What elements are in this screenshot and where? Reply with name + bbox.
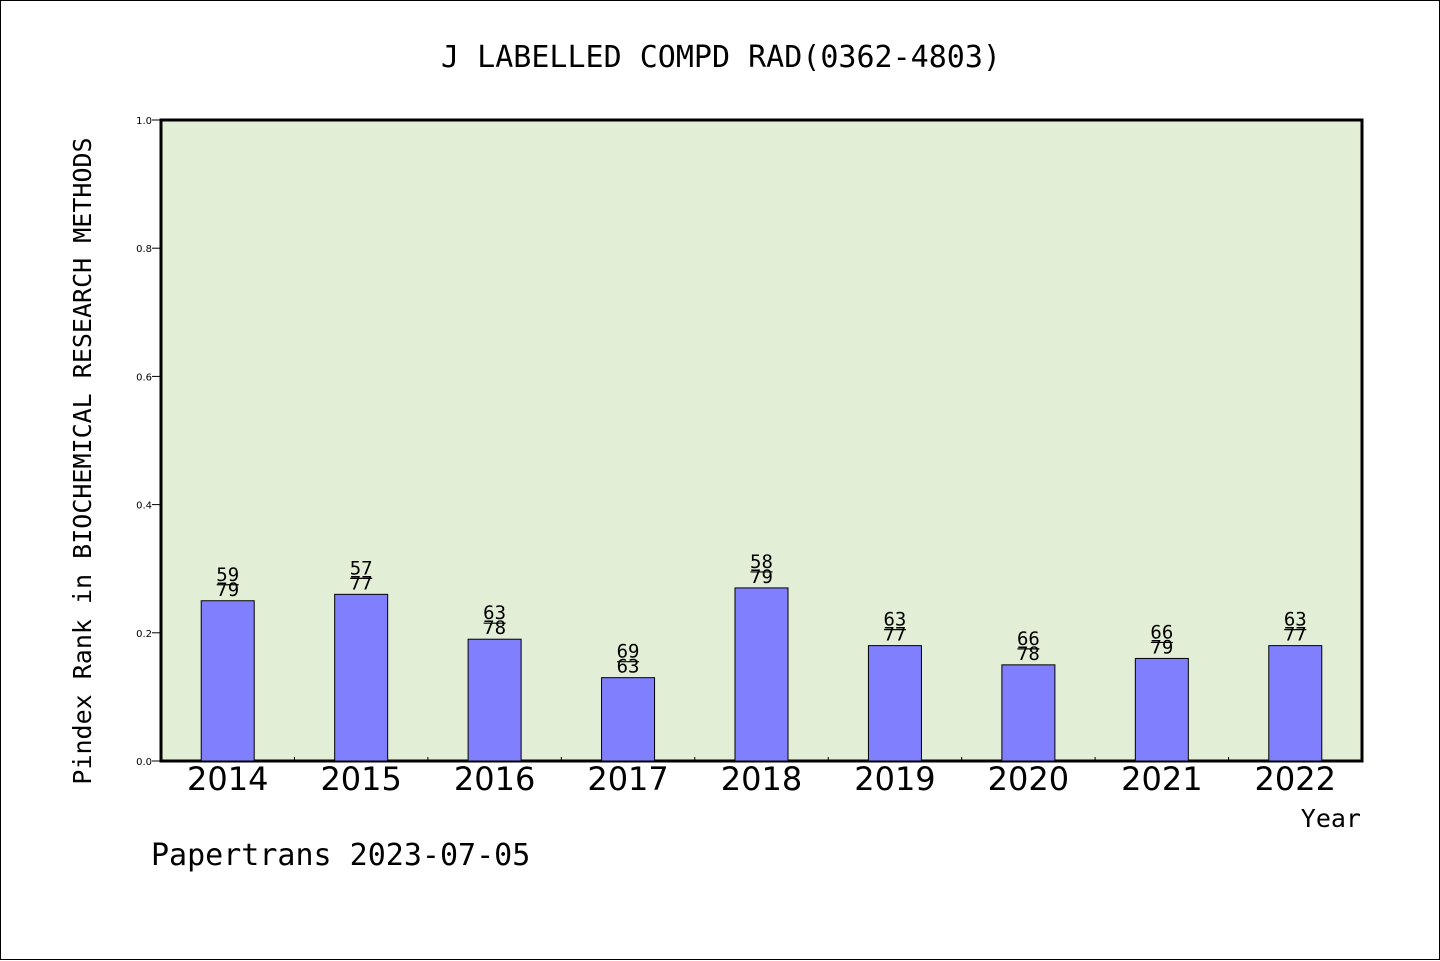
y-tick-label: 0.6 [136,372,152,383]
x-tick-label: 2019 [854,760,935,798]
y-tick-label: 0.4 [136,501,152,512]
bar-label-top: 57 [350,557,373,579]
y-tick-label: 1.0 [136,116,152,127]
bar-label-bottom: 79 [750,566,773,588]
y-axis-label: Pindex Rank in BIOCHEMICAL RESEARCH METH… [68,137,97,784]
bar-label-top: 63 [883,609,906,631]
x-axis-label: Year [1301,804,1361,833]
bars-group [200,587,1323,762]
y-tick-label: 0.8 [136,244,152,255]
x-tick-label: 2016 [454,760,535,798]
bar-label-top: 66 [1150,621,1173,643]
y-tick-label: 0.0 [136,757,152,768]
x-tick-label: 2022 [1255,760,1336,798]
footer-credit: Papertrans 2023-07-05 [151,838,530,873]
bar-label-bottom: 63 [617,656,640,678]
bar [467,638,522,762]
y-tick-label: 0.2 [136,629,152,640]
bar-label-top: 59 [216,564,239,586]
bar [200,600,255,762]
x-tick-label: 2017 [587,760,668,798]
x-axis-ticks: 2014 2015 2016 2017 2018 2019 2020 2021 2022 [187,757,1336,798]
chart-title: J LABELLED COMPD RAD(0362-4803) [441,40,1001,75]
bar [867,645,922,762]
bar [601,677,656,762]
bar-label-top: 63 [1284,609,1307,631]
bar-label-bottom: 78 [1017,643,1040,665]
bar-label-top: 63 [483,602,506,624]
bar-label-bottom: 77 [1284,624,1307,646]
bar-label-bottom: 78 [483,617,506,639]
bar-label-top: 69 [617,641,640,663]
x-tick-label: 2020 [988,760,1069,798]
bar-label-bottom: 77 [883,624,906,646]
x-tick-label: 2015 [320,760,401,798]
bar [1268,645,1323,762]
bar-label-bottom: 77 [350,572,373,594]
bar [734,587,789,762]
bar [334,593,389,762]
bar-label-bottom: 79 [1150,636,1173,658]
bar-label-top: 58 [750,551,773,573]
x-tick-label: 2014 [187,760,268,798]
x-tick-label: 2018 [721,760,802,798]
x-tick-label: 2021 [1121,760,1202,798]
bar-label-bottom: 79 [216,579,239,601]
bar-label-top: 66 [1017,628,1040,650]
bar [1134,657,1189,762]
bar [1001,664,1056,762]
y-axis-ticks: 0.0 0.2 0.4 0.6 0.8 1.0 [136,116,161,768]
